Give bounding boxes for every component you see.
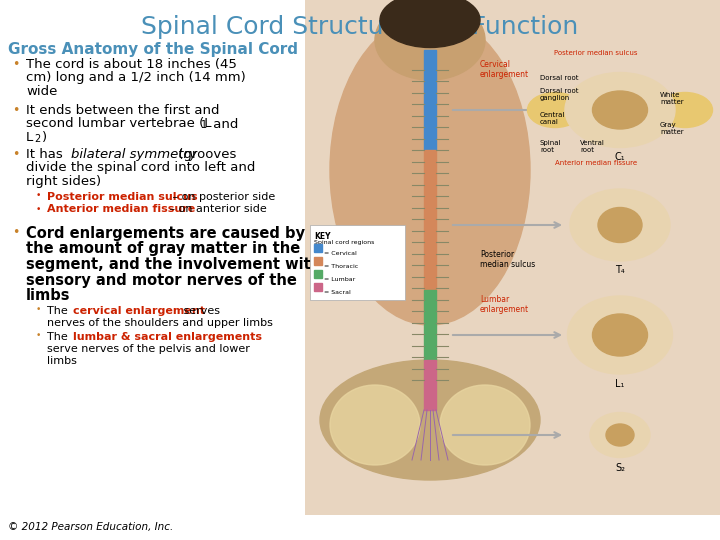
Text: bilateral symmetry: bilateral symmetry	[71, 148, 197, 161]
Text: KEY: KEY	[314, 232, 330, 241]
Text: right sides): right sides)	[26, 175, 101, 188]
Text: The cord is about 18 inches (45: The cord is about 18 inches (45	[26, 58, 237, 71]
Text: Spinal Cord Structure and Function: Spinal Cord Structure and Function	[141, 15, 579, 39]
Text: Cervical
enlargement: Cervical enlargement	[480, 60, 529, 79]
Ellipse shape	[570, 189, 670, 261]
Bar	[424, 290, 436, 360]
Text: divide the spinal cord into left and: divide the spinal cord into left and	[26, 161, 256, 174]
Text: Cord enlargements are caused by: Cord enlargements are caused by	[26, 226, 305, 241]
Text: ): )	[42, 131, 47, 144]
Text: lumbar & sacral enlargements: lumbar & sacral enlargements	[73, 332, 262, 341]
Text: C₁: C₁	[615, 152, 625, 162]
Text: •: •	[12, 226, 19, 239]
Text: serve nerves of the pelvis and lower: serve nerves of the pelvis and lower	[47, 343, 250, 354]
Text: nerves of the shoulders and upper limbs: nerves of the shoulders and upper limbs	[47, 318, 273, 327]
Text: L₁: L₁	[616, 379, 625, 389]
Ellipse shape	[375, 0, 485, 80]
Bar	[314, 244, 322, 252]
Text: © 2012 Pearson Education, Inc.: © 2012 Pearson Education, Inc.	[8, 522, 174, 532]
Text: White
matter: White matter	[660, 92, 683, 105]
Text: and: and	[209, 118, 238, 131]
Text: cm) long and a 1/2 inch (14 mm): cm) long and a 1/2 inch (14 mm)	[26, 71, 246, 84]
Text: segment, and the involvement with: segment, and the involvement with	[26, 257, 321, 272]
Text: second lumbar vertebrae (L: second lumbar vertebrae (L	[26, 118, 212, 131]
Text: Posterior median sulcus: Posterior median sulcus	[47, 192, 197, 201]
Ellipse shape	[657, 92, 713, 127]
Bar	[310, 225, 405, 300]
Text: •: •	[12, 104, 19, 117]
Text: The: The	[47, 332, 71, 341]
Text: Gross Anatomy of the Spinal Cord: Gross Anatomy of the Spinal Cord	[8, 42, 298, 57]
Text: = Lumbar: = Lumbar	[324, 277, 355, 282]
Text: wide: wide	[26, 85, 58, 98]
Ellipse shape	[440, 385, 530, 465]
Ellipse shape	[593, 314, 647, 356]
Text: T₄: T₄	[615, 265, 625, 275]
Text: •: •	[12, 148, 19, 161]
Text: Lumbar
enlargement: Lumbar enlargement	[480, 295, 529, 314]
Text: Posterior median sulcus: Posterior median sulcus	[554, 50, 638, 56]
Text: Dorsal root: Dorsal root	[540, 75, 578, 81]
Text: •: •	[36, 205, 41, 213]
Text: The: The	[47, 306, 71, 315]
Text: serves: serves	[180, 306, 220, 315]
Text: Spinal
root: Spinal root	[540, 140, 562, 153]
Text: Posterior
median sulcus: Posterior median sulcus	[480, 250, 535, 269]
Bar	[424, 50, 436, 150]
Text: •: •	[36, 332, 41, 341]
Text: (grooves: (grooves	[174, 148, 236, 161]
Text: S₂: S₂	[615, 463, 625, 473]
Ellipse shape	[567, 296, 672, 374]
Text: Anterior median fissure: Anterior median fissure	[555, 160, 637, 166]
Text: It has: It has	[26, 148, 67, 161]
Text: Anterior median fissure: Anterior median fissure	[47, 205, 195, 214]
Bar	[314, 257, 322, 265]
Text: = Cervical: = Cervical	[324, 251, 356, 256]
Ellipse shape	[330, 15, 530, 325]
Bar	[314, 270, 322, 278]
Text: = Sacral: = Sacral	[324, 290, 351, 295]
Ellipse shape	[590, 413, 650, 457]
Ellipse shape	[606, 424, 634, 446]
Text: Gray
matter: Gray matter	[660, 122, 683, 135]
Text: Ventral
root: Ventral root	[580, 140, 605, 153]
Ellipse shape	[320, 360, 540, 480]
Text: cervical enlargement: cervical enlargement	[73, 306, 205, 315]
Text: the amount of gray matter in the: the amount of gray matter in the	[26, 241, 300, 256]
Text: 1: 1	[201, 120, 207, 131]
Text: – on anterior side: – on anterior side	[166, 205, 266, 214]
Text: = Thoracic: = Thoracic	[324, 264, 359, 269]
Text: 2: 2	[34, 134, 40, 144]
Ellipse shape	[565, 72, 675, 147]
Bar	[424, 150, 436, 290]
Text: It ends between the first and: It ends between the first and	[26, 104, 220, 117]
Bar	[305, 0, 720, 515]
Ellipse shape	[593, 91, 647, 129]
Ellipse shape	[380, 0, 480, 48]
Text: •: •	[36, 192, 41, 200]
Text: L: L	[26, 131, 33, 144]
Text: – on posterior side: – on posterior side	[169, 192, 275, 201]
Text: •: •	[12, 58, 19, 71]
Text: limbs: limbs	[47, 355, 77, 366]
Text: sensory and motor nerves of the: sensory and motor nerves of the	[26, 273, 297, 287]
Text: limbs: limbs	[26, 288, 71, 303]
Ellipse shape	[528, 92, 582, 127]
Text: •: •	[36, 306, 41, 314]
Text: Spinal cord regions: Spinal cord regions	[314, 240, 374, 245]
Bar	[314, 283, 322, 291]
Bar	[424, 360, 436, 410]
Text: Central
canal: Central canal	[540, 112, 565, 125]
Text: Dorsal root
ganglion: Dorsal root ganglion	[540, 88, 578, 101]
Ellipse shape	[598, 207, 642, 242]
Ellipse shape	[330, 385, 420, 465]
